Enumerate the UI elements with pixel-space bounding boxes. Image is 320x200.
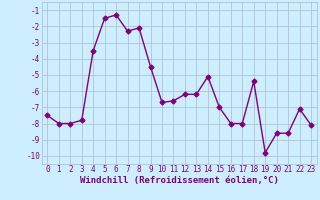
X-axis label: Windchill (Refroidissement éolien,°C): Windchill (Refroidissement éolien,°C): [80, 176, 279, 185]
